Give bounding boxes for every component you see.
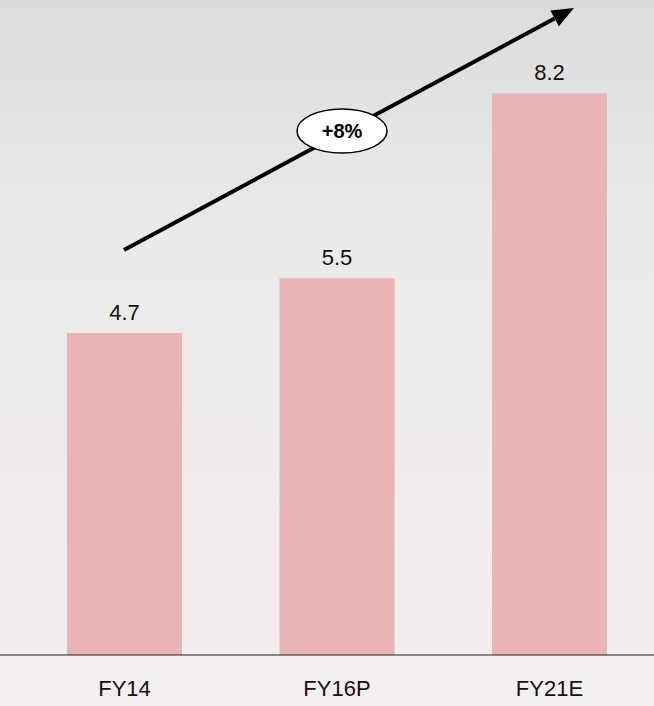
arrow-head (550, 8, 574, 26)
data-label: 4.7 (109, 300, 140, 325)
growth-arrow (124, 18, 555, 250)
bar (280, 278, 395, 655)
bar (492, 93, 607, 655)
category-label: FY14 (98, 676, 151, 701)
data-label: 5.5 (322, 245, 353, 270)
background (0, 0, 654, 706)
x-axis (0, 654, 654, 655)
category-label: FY16P (303, 676, 370, 701)
chart: 4.7 5.5 8.2 FY14 FY16P FY21E +8% (0, 0, 654, 706)
bar (67, 333, 182, 655)
data-label: 8.2 (534, 60, 565, 85)
annotation: +8% (322, 120, 363, 142)
bars (67, 93, 607, 655)
annotation-bubble (297, 109, 387, 153)
category-label: FY21E (516, 676, 583, 701)
